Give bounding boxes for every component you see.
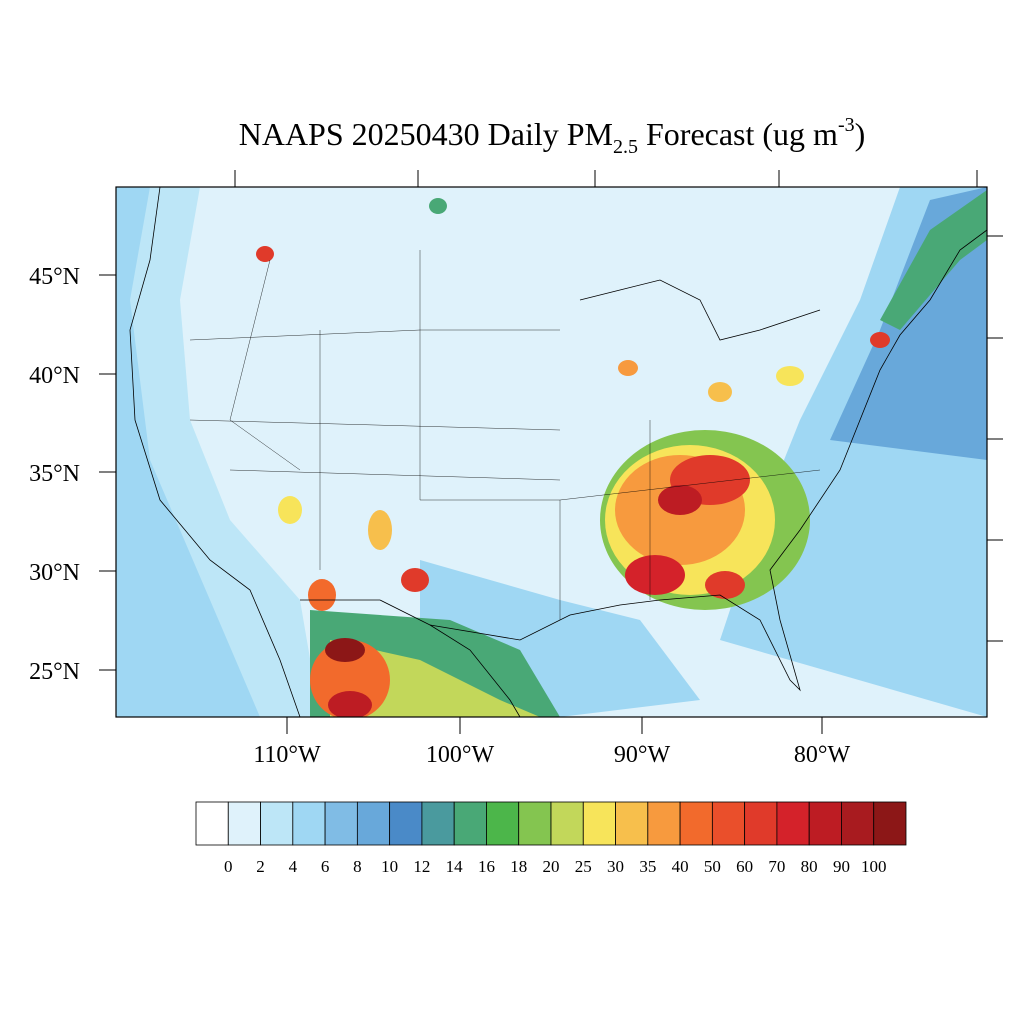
lat-label: 40°N [29,363,80,389]
colorbar-label: 4 [289,857,298,876]
colorbar-label: 14 [446,857,464,876]
colorbar-swatch [711,801,746,846]
colorbar-label: 40 [672,857,689,876]
colorbar-label: 16 [478,857,495,876]
colorbar-swatch [518,801,552,846]
colorbar-label: 25 [575,857,592,876]
colorbar-swatch [389,801,423,846]
lat-label: 35°N [29,461,80,487]
colorbar-swatch [324,801,358,846]
colorbar-swatch [582,801,616,846]
colorbar-swatch [776,801,810,846]
lat-label: 25°N [29,659,80,685]
colorbar-swatch [808,801,842,846]
colorbar-label: 0 [224,857,233,876]
colorbar-label: 2 [256,857,265,876]
lat-label: 45°N [29,264,80,290]
colorbar: 0 2 4 6 8 10 12 14 16 18 20 25 30 35 40 50 60 70 80 90 100 [195,801,907,876]
colorbar-label: 8 [353,857,362,876]
colorbar-label: 100 [861,857,887,876]
colorbar-swatch [615,801,649,846]
colorbar-label: 70 [768,857,785,876]
title-main: NAAPS 20250430 Daily PM [239,116,613,152]
title-superscript: -3 [838,114,855,136]
title-rest: Forecast (ug m [638,116,838,152]
colorbar-swatch [647,801,681,846]
colorbar-label: 10 [381,857,398,876]
colorbar-swatch [744,801,778,846]
map-frame [115,186,988,718]
coastlines [129,186,988,718]
colorbar-swatch [679,801,713,846]
colorbar-swatch [227,801,261,846]
lon-label: 80°W [794,742,851,768]
colorbar-label: 35 [639,857,656,876]
colorbar-swatch [292,801,326,846]
lon-label: 100°W [426,742,495,768]
lon-label: 90°W [614,742,671,768]
title-subscript: 2.5 [613,136,638,158]
colorbar-swatch [873,801,907,846]
colorbar-label: 60 [736,857,753,876]
colorbar-label: 90 [833,857,850,876]
colorbar-label: 18 [510,857,527,876]
state-borders [189,250,821,620]
colorbar-swatch [550,801,584,846]
map-field [116,187,987,717]
lat-label: 30°N [29,560,80,586]
colorbar-swatch [195,801,229,846]
colorbar-label: 20 [543,857,560,876]
colorbar-swatch [356,801,391,846]
colorbar-label: 80 [801,857,818,876]
colorbar-swatch [486,801,520,846]
colorbar-label: 30 [607,857,624,876]
colorbar-label: 6 [321,857,330,876]
lon-label: 110°W [253,742,321,768]
colorbar-swatch [453,801,487,846]
title: NAAPS 20250430 Daily PM2.5 Forecast (ug … [239,114,866,158]
axis-labels: 45°N 40°N 35°N 30°N 25°N 110°W 100°W 90°W 80°W [29,264,850,768]
frame-ticks [99,170,1003,734]
title-end: ) [855,116,866,152]
colorbar-swatch [260,801,294,846]
colorbar-label: 12 [413,857,430,876]
colorbar-swatch [421,801,455,846]
colorbar-label: 50 [704,857,721,876]
colorbar-swatch [841,801,875,846]
